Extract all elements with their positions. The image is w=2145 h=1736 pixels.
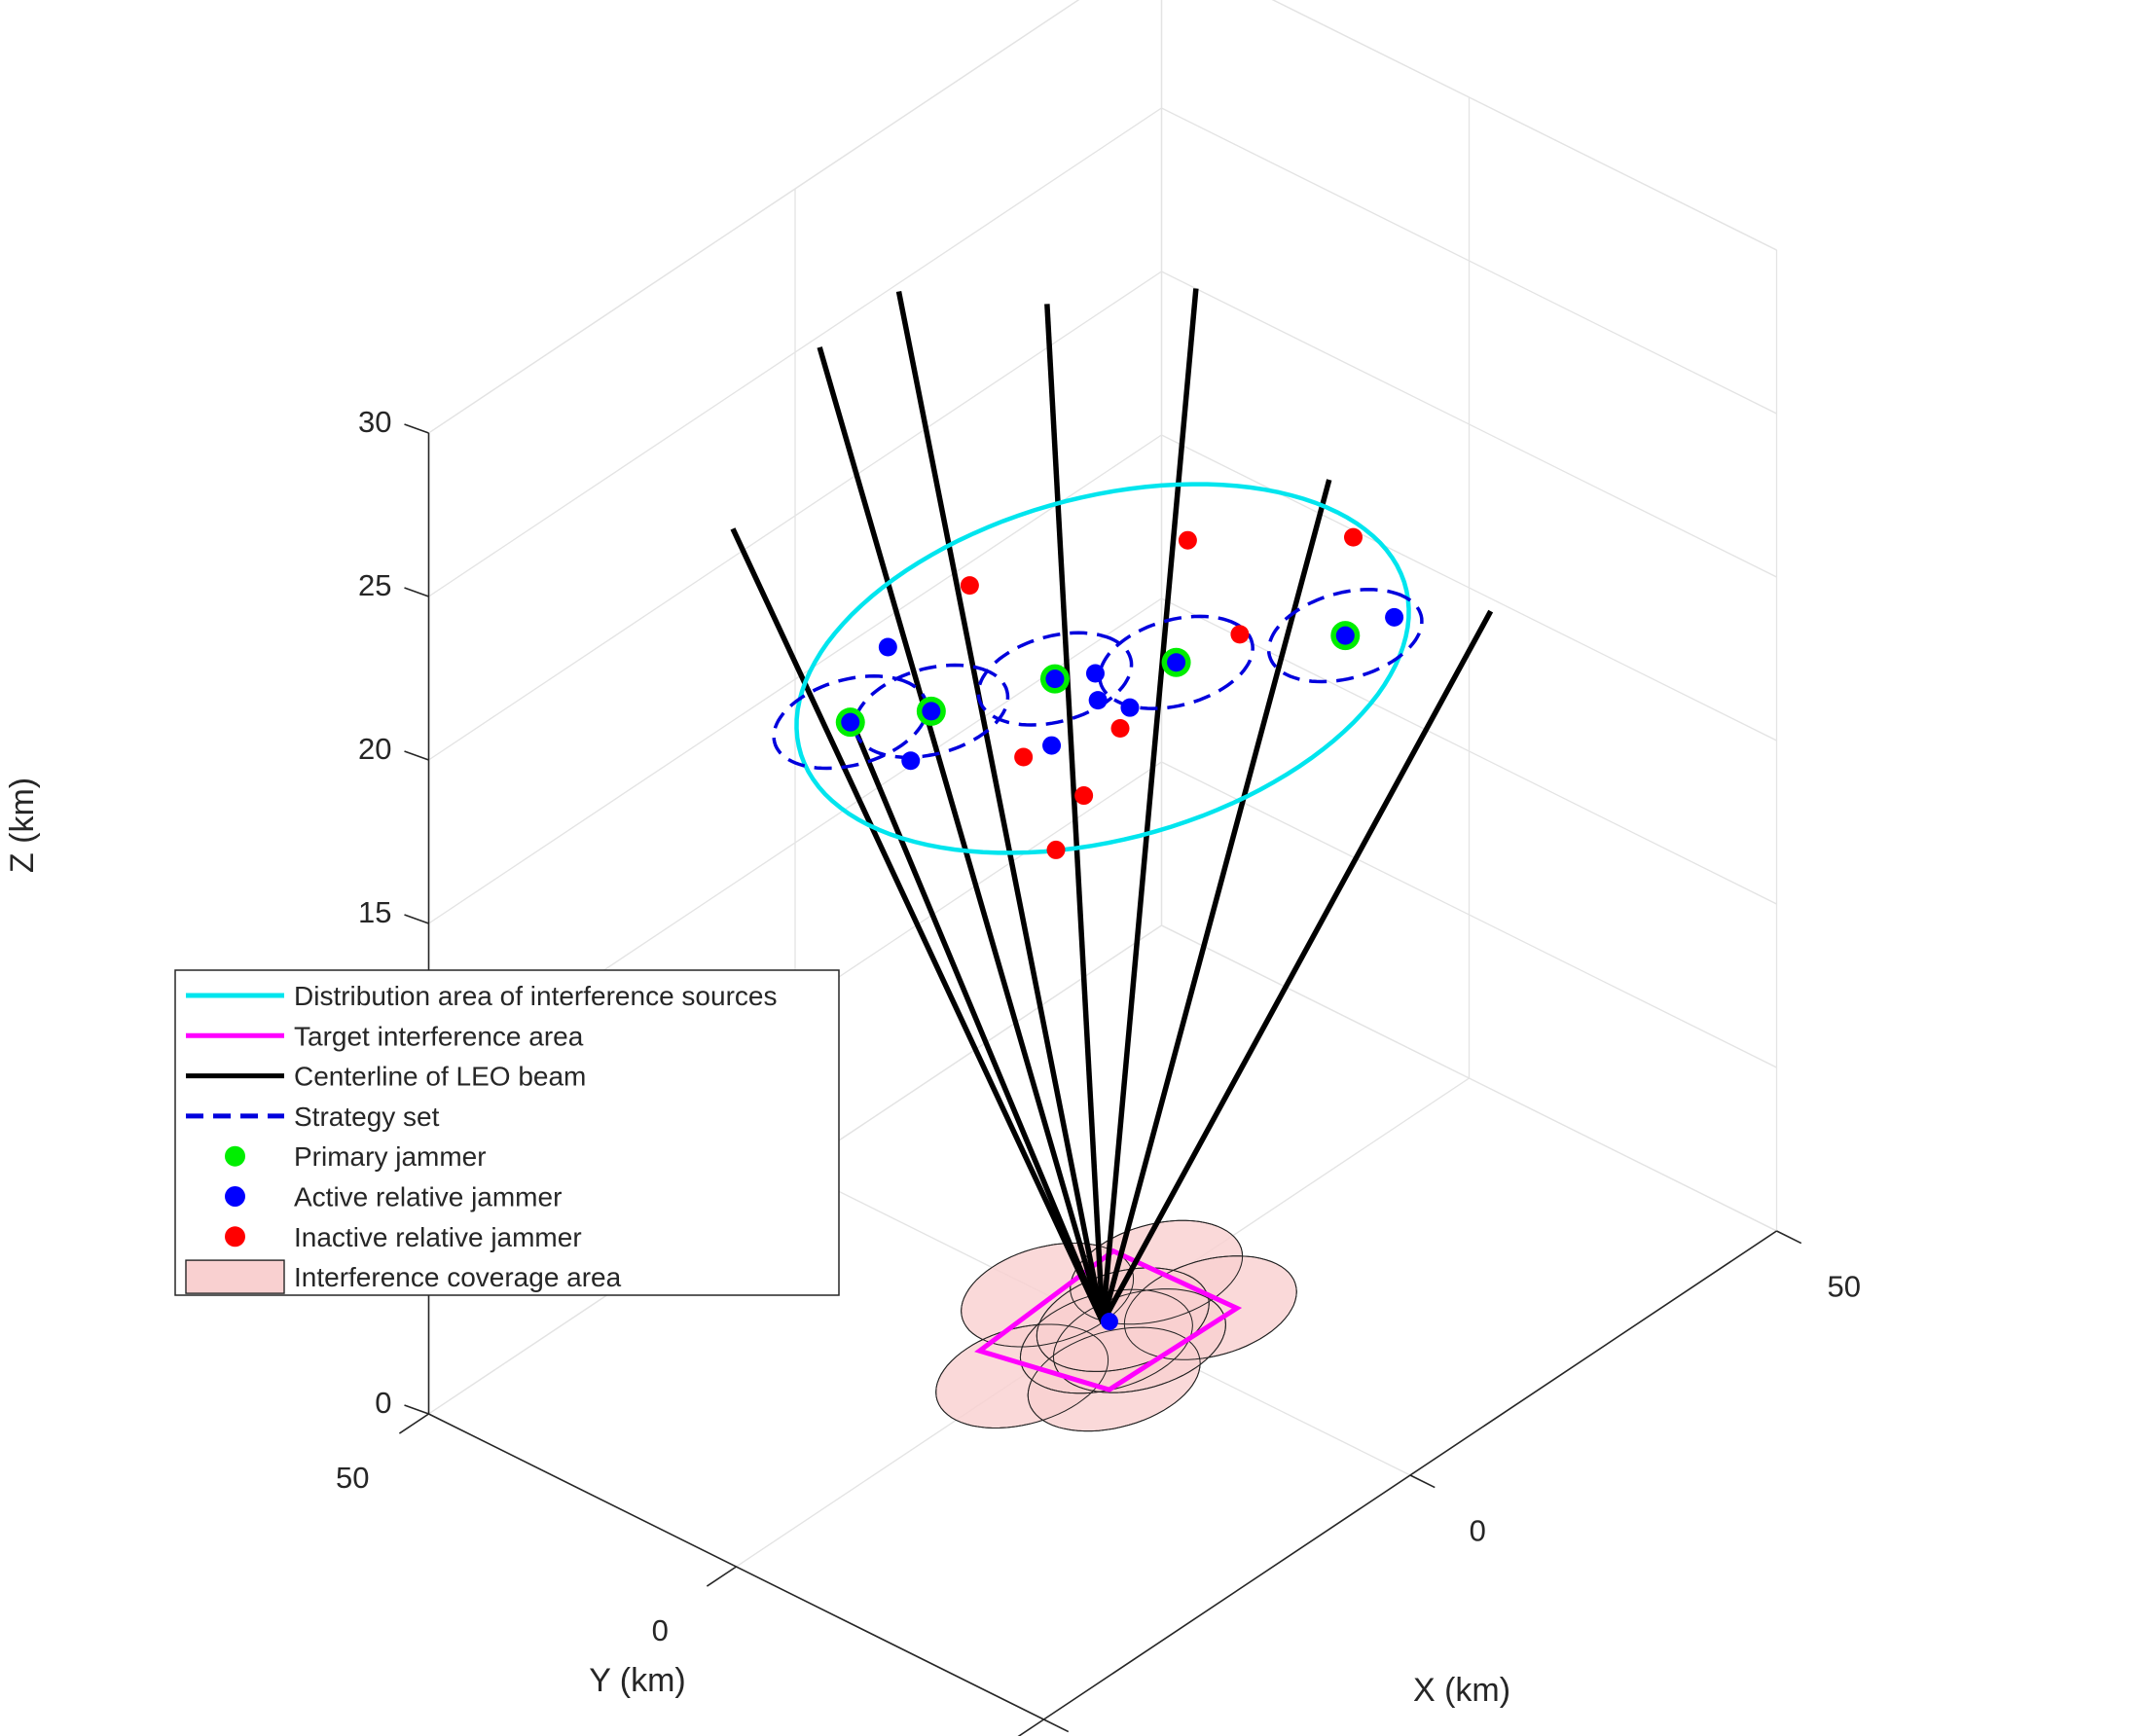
legend-label: Inactive relative jammer bbox=[294, 1222, 582, 1252]
z-tick-mark bbox=[404, 587, 429, 597]
inactive-jammer-marker bbox=[1230, 625, 1250, 644]
marker-layer bbox=[835, 527, 1404, 1331]
strategy-set-circle bbox=[853, 663, 1010, 760]
active-jammer-marker bbox=[1088, 691, 1108, 710]
ground-jammer-marker bbox=[1100, 1313, 1118, 1331]
target-interference-area bbox=[974, 1248, 1243, 1392]
z-axis-label: Z (km) bbox=[4, 778, 41, 873]
inactive-jammer-marker bbox=[960, 576, 979, 596]
active-jammer-marker bbox=[841, 712, 860, 732]
z-tick-label: 30 bbox=[358, 405, 391, 439]
beam-centerline bbox=[1100, 479, 1332, 1323]
legend-patch-swatch bbox=[185, 1259, 285, 1294]
legend-label: Strategy set bbox=[294, 1102, 440, 1132]
beam-centerline bbox=[817, 346, 1106, 1323]
coverage-circle-outline bbox=[1027, 1326, 1201, 1432]
legend-item: Strategy set bbox=[186, 1102, 440, 1132]
strategy-set-circle bbox=[1098, 614, 1254, 710]
z-tick-mark bbox=[404, 914, 429, 924]
beam-centerline bbox=[895, 290, 1106, 1323]
legend-marker-swatch bbox=[225, 1145, 245, 1167]
legend-label: Target interference area bbox=[294, 1021, 584, 1051]
beam-centerline bbox=[1100, 288, 1199, 1323]
y-tick-label: 50 bbox=[336, 1461, 369, 1495]
y-tick-mark bbox=[398, 1413, 429, 1434]
legend-label: Interference coverage area bbox=[294, 1262, 622, 1292]
x-tick-mark bbox=[1043, 1718, 1070, 1733]
strategy-set-circle bbox=[772, 674, 929, 771]
coverage-circle-outline bbox=[1070, 1219, 1244, 1325]
grid-frame-top bbox=[428, 0, 1777, 434]
active-jammer-marker bbox=[901, 751, 921, 771]
active-jammer-marker bbox=[1120, 698, 1140, 717]
y-axis-label: Y (km) bbox=[589, 1662, 685, 1699]
legend: Distribution area of interference source… bbox=[174, 969, 840, 1296]
active-jammer-marker bbox=[1335, 626, 1355, 645]
legend-label: Distribution area of interference source… bbox=[294, 981, 777, 1011]
x-tick-label: 50 bbox=[1827, 1269, 1860, 1303]
x-tick-mark bbox=[1776, 1230, 1802, 1245]
legend-item: Interference coverage area bbox=[185, 1259, 622, 1294]
strategy-set-circle bbox=[1266, 588, 1424, 684]
legend-label: Active relative jammer bbox=[294, 1182, 562, 1212]
beam-centerline bbox=[1044, 304, 1106, 1323]
inactive-jammer-marker bbox=[1074, 786, 1094, 806]
beam-centerline bbox=[730, 527, 1106, 1324]
active-jammer-marker bbox=[1167, 653, 1186, 672]
x-axis-label: X (km) bbox=[1413, 1672, 1510, 1709]
legend-label: Centerline of LEO beam bbox=[294, 1062, 586, 1092]
coverage-circle-outline bbox=[1123, 1255, 1297, 1360]
inactive-jammer-marker bbox=[1014, 747, 1034, 767]
active-jammer-marker bbox=[1085, 664, 1105, 683]
z-tick-mark bbox=[404, 423, 429, 434]
z-tick-label: 25 bbox=[358, 568, 391, 602]
legend-marker-swatch bbox=[225, 1226, 245, 1248]
active-jammer-marker bbox=[922, 702, 941, 721]
z-tick-label: 20 bbox=[358, 732, 391, 766]
coverage-circle-outline bbox=[961, 1243, 1135, 1348]
z-tick-label: 0 bbox=[375, 1386, 391, 1420]
z-tick-mark bbox=[404, 750, 429, 761]
strategy-set-circle bbox=[976, 631, 1134, 727]
beam-centerline bbox=[849, 718, 1106, 1324]
legend-item: Primary jammer bbox=[225, 1141, 487, 1172]
x-tick-label: 0 bbox=[1470, 1513, 1486, 1547]
plane-layer bbox=[772, 482, 1424, 855]
z-tick-label: 15 bbox=[358, 895, 391, 929]
legend-label: Primary jammer bbox=[294, 1141, 487, 1172]
z-tick-mark bbox=[404, 1404, 429, 1415]
legend-box bbox=[174, 969, 840, 1296]
legend-item: Centerline of LEO beam bbox=[186, 1062, 586, 1092]
beam-layer bbox=[730, 288, 1494, 1324]
active-jammer-marker bbox=[1045, 669, 1065, 689]
legend-marker-swatch bbox=[225, 1186, 245, 1207]
distribution-area-circle bbox=[794, 482, 1411, 855]
y-tick-mark bbox=[706, 1566, 737, 1587]
active-jammer-marker bbox=[1385, 607, 1404, 627]
inactive-jammer-marker bbox=[1178, 530, 1197, 550]
inactive-jammer-marker bbox=[1344, 527, 1363, 547]
active-jammer-marker bbox=[1042, 736, 1062, 755]
x-tick-mark bbox=[1409, 1474, 1436, 1489]
beam-centerline bbox=[1100, 609, 1494, 1324]
legend-item: Inactive relative jammer bbox=[225, 1222, 582, 1252]
inactive-jammer-marker bbox=[1046, 840, 1066, 859]
legend-item: Active relative jammer bbox=[225, 1182, 562, 1212]
legend-item: Target interference area bbox=[186, 1021, 584, 1051]
inactive-jammer-marker bbox=[1110, 719, 1130, 739]
y-tick-label: 0 bbox=[652, 1613, 669, 1647]
active-jammer-marker bbox=[878, 637, 897, 657]
coverage-circle-outline bbox=[1052, 1288, 1226, 1393]
legend-item: Distribution area of interference source… bbox=[186, 981, 777, 1011]
